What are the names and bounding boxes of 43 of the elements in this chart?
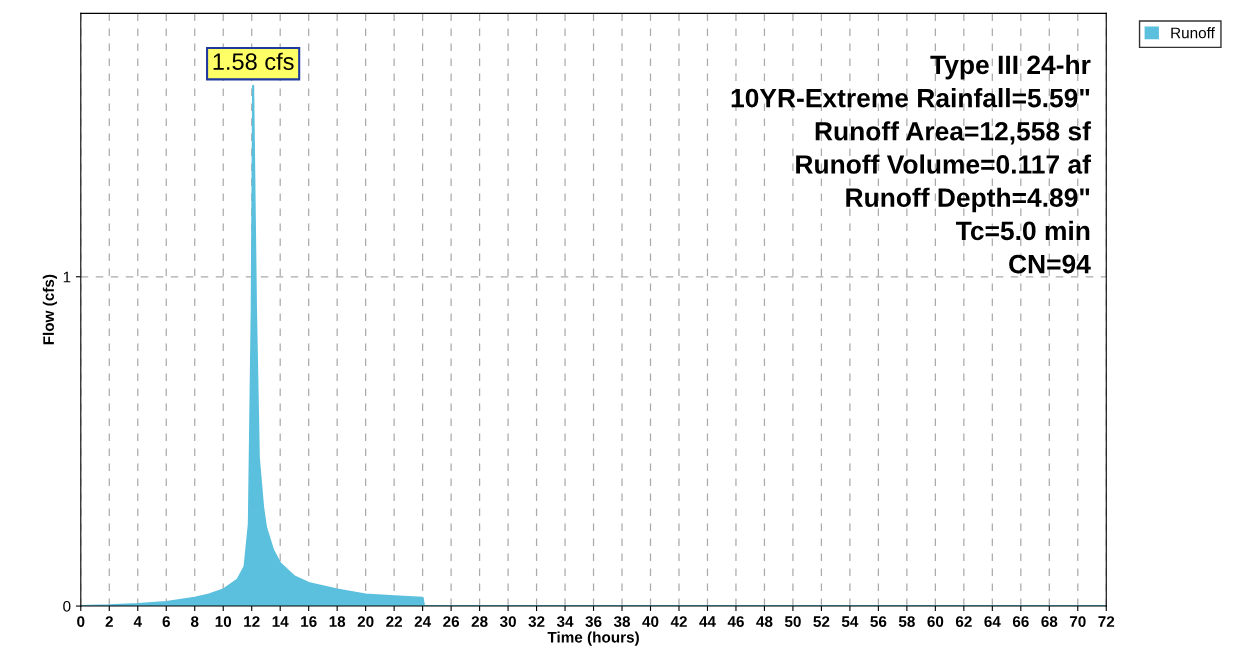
- x-tick-label: 52: [813, 616, 830, 627]
- x-tick-label: 56: [870, 616, 887, 627]
- x-tick-label: 50: [784, 616, 801, 627]
- x-tick-label: 30: [499, 616, 516, 628]
- x-tick-label: 28: [471, 616, 488, 627]
- x-tick-label: 8: [190, 616, 199, 627]
- x-tick-label: 20: [357, 616, 374, 627]
- x-tick-label: 36: [585, 616, 602, 628]
- x-tick-label: 48: [756, 616, 773, 627]
- x-tick-label: 46: [727, 616, 744, 627]
- x-tick-label: 44: [699, 616, 716, 627]
- x-tick-label: 4: [133, 616, 142, 627]
- x-tick-label: 70: [1069, 616, 1086, 627]
- x-tick-label: 72: [1098, 616, 1115, 627]
- x-tick-label: 40: [642, 616, 659, 627]
- x-tick-label: 18: [329, 616, 346, 627]
- x-tick-label: 64: [984, 616, 1001, 627]
- x-tick-label: 38: [613, 616, 631, 628]
- x-tick-label: 0: [77, 616, 85, 627]
- annotation: 1.58 cfs: [213, 52, 294, 70]
- x-tick-label: 60: [927, 616, 944, 627]
- x-tick-label: 42: [670, 616, 687, 627]
- legend-label: Runoff: [1171, 27, 1215, 39]
- x-tick-label: 10: [215, 616, 232, 627]
- x-tick-label: 22: [386, 616, 403, 627]
- x-tick-label: 66: [1012, 616, 1029, 627]
- y-tick-label: 1: [63, 271, 71, 283]
- x-tick-label: 16: [301, 616, 317, 627]
- x-tick-label: 2: [105, 616, 113, 627]
- annotation: Type III 24-hr 10YR-Extreme Rainfall=5.59" Runoff Area=12,558 sf Runoff Volume=0.117 af Runoff Depth=4.89" Tc=5.0 min CN=94: [731, 54, 1091, 274]
- x-tick-label: 34: [556, 616, 574, 628]
- x-axis-title: Time (hours): [547, 631, 639, 646]
- x-tick-label: 58: [898, 616, 915, 627]
- x-tick-label: 68: [1041, 616, 1058, 627]
- x-tick-label: 24: [414, 616, 432, 627]
- x-tick-label: 62: [955, 616, 972, 627]
- x-tick-label: 26: [443, 616, 460, 627]
- x-tick-label: 54: [841, 616, 859, 627]
- x-tick-label: 12: [244, 616, 260, 627]
- x-tick-label: 32: [528, 616, 545, 628]
- x-tick-label: 14: [272, 616, 289, 627]
- x-tick-label: 6: [162, 616, 170, 627]
- y-axis-title: Flow (cfs): [42, 274, 58, 345]
